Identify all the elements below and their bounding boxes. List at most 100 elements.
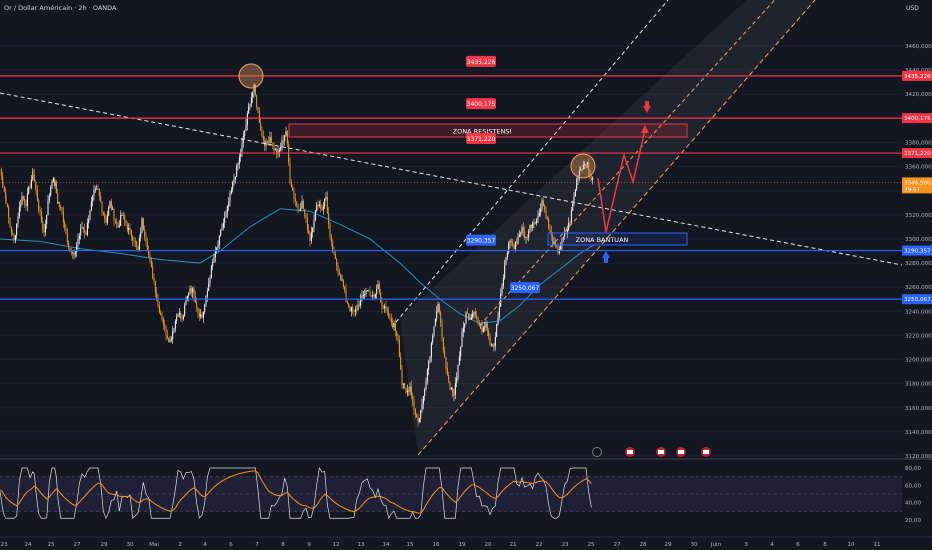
axis-badge-s1 (902, 245, 932, 256)
candle-body (425, 381, 427, 390)
candle-body (345, 289, 347, 301)
candle-body (585, 164, 587, 165)
axis-badge-s2 (902, 294, 932, 305)
candle-body (13, 234, 15, 241)
candle-body (530, 225, 532, 228)
candle-body (118, 225, 120, 228)
candle-body (14, 235, 16, 241)
channel-top-line (395, 0, 669, 323)
candle-body (93, 189, 95, 196)
rsi-tick-label: 80,00 (905, 466, 921, 472)
candle-body (502, 278, 504, 286)
candle-body (270, 137, 272, 143)
candle-body (346, 300, 348, 304)
candle-body (121, 215, 123, 216)
candle-body (272, 142, 274, 144)
candle-body (186, 295, 188, 301)
candle-body (317, 204, 319, 207)
candle-body (50, 187, 52, 196)
candle-body (81, 227, 83, 229)
candle-body (252, 92, 254, 98)
candle-body (262, 136, 264, 141)
candle-body (482, 327, 484, 333)
candle-body (504, 265, 506, 279)
time-label: 27 (613, 542, 621, 548)
candle-body (245, 124, 247, 132)
candle-body (318, 204, 320, 207)
candle-body (562, 237, 564, 239)
candle-body (337, 265, 339, 273)
time-label: 2 (178, 542, 182, 548)
candle-body (338, 272, 340, 276)
candle-body (496, 324, 498, 338)
candle-body (580, 169, 582, 171)
price-tick-label: 3140,000 (905, 430, 932, 436)
candle-body (261, 130, 263, 137)
candle-body (466, 312, 468, 314)
candle-body (196, 302, 198, 308)
top-circle-left (238, 63, 264, 89)
candle-body (229, 193, 231, 203)
candle-body (457, 364, 459, 378)
candle-body (437, 304, 439, 312)
candle-body (38, 200, 40, 210)
candle-body (326, 196, 328, 213)
candle-body (376, 289, 378, 295)
candle-body (84, 229, 86, 233)
candle-body (313, 219, 315, 228)
candle-body (97, 188, 99, 190)
candle-body (445, 357, 447, 369)
candle-body (102, 212, 104, 215)
candle-body (36, 189, 38, 201)
candle-body (557, 245, 559, 253)
candle-body (340, 275, 342, 280)
candle-body (8, 206, 10, 218)
candle-body (410, 386, 412, 396)
candle-body (145, 236, 147, 242)
candle-body (572, 204, 574, 211)
candle-body (485, 323, 487, 327)
axis-badge-r2 (902, 113, 932, 124)
candle-body (32, 170, 34, 175)
candle-body (322, 206, 324, 210)
candle-body (492, 343, 494, 347)
candle-body (533, 222, 535, 224)
candle-body (148, 250, 150, 255)
candle-body (112, 209, 114, 211)
candle-body (162, 319, 164, 325)
candle-body (244, 131, 246, 136)
axis-badge-label-s2: 3250,067 (904, 297, 931, 303)
candle-body (278, 149, 280, 152)
candle-body (316, 204, 318, 211)
candle-body (233, 179, 235, 183)
candle-body (201, 314, 203, 318)
candle-body (74, 252, 76, 254)
candle-body (398, 339, 400, 357)
candle-body (197, 307, 199, 313)
candle-body (230, 189, 232, 194)
candle-body (368, 290, 370, 292)
candle-body (497, 317, 499, 325)
candle-body (442, 337, 444, 352)
candle-body (484, 326, 486, 328)
candle-body (170, 339, 172, 341)
candle-body (78, 235, 80, 239)
candle-body (113, 209, 115, 221)
candle-body (160, 312, 162, 315)
candle-body (489, 336, 491, 345)
candle-body (9, 217, 11, 228)
candle-body (500, 294, 502, 308)
candle-body (192, 288, 194, 293)
price-tick-label: 3220,000 (905, 333, 932, 339)
candle-body (68, 241, 70, 249)
candle-body (536, 218, 538, 224)
candle-body (178, 312, 180, 315)
candle-body (420, 410, 422, 419)
candle-body (180, 312, 182, 319)
candle-body (64, 221, 66, 229)
current-price-label: 3346,900 (904, 180, 931, 186)
candle-body (332, 241, 334, 253)
candle-body (380, 292, 382, 302)
price-tick-label: 3120,000 (905, 454, 932, 460)
